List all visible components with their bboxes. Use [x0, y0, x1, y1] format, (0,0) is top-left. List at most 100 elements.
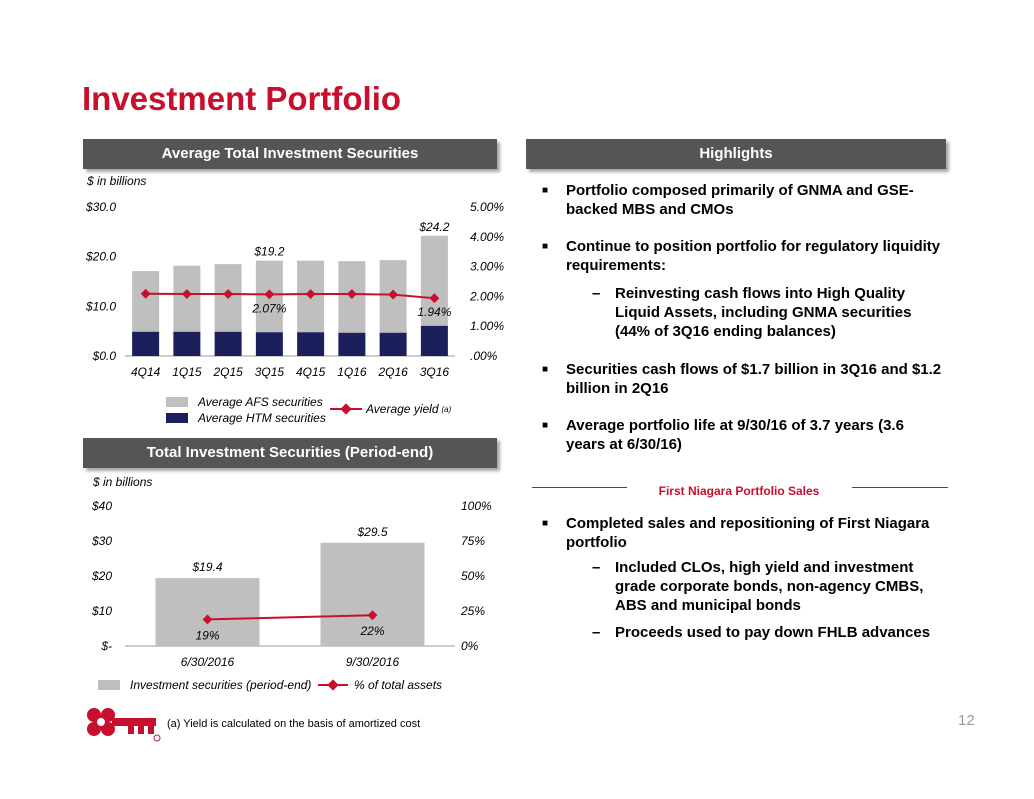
y2-tick-label: 2.00%	[469, 289, 504, 303]
bar-period-end	[155, 578, 260, 646]
bar-htm	[338, 332, 366, 356]
x-tick-label: 9/30/2016	[346, 655, 400, 669]
highlight-bullet-4: ■ Average portfolio life at 9/30/16 of 3…	[542, 417, 904, 453]
legend-yield-note: (a)	[441, 404, 452, 414]
chart2-header: Total Investment Securities (Period-end)	[83, 438, 497, 468]
x-tick-label: 4Q15	[296, 365, 326, 379]
bullet-square-icon: ■	[542, 518, 549, 529]
bar-htm	[132, 331, 160, 356]
average-investment-securities-chart: $0.0 $10.0 $20.0 $30.0 .00% 1.00% 2.00% 3.00% 4.…	[85, 200, 504, 379]
first-niagara-section-header: First Niagara Portfolio Sales	[532, 484, 948, 500]
bar-data-label: $19.4	[191, 560, 222, 574]
x-tick-label: 1Q15	[172, 365, 202, 379]
y-tick-label: $20	[91, 569, 112, 583]
legend-period-end-swatch	[98, 680, 120, 690]
legend-afs: Average AFS securities	[166, 395, 323, 409]
legend-period-end: Investment securities (period-end)	[98, 678, 311, 692]
legend-period-end-label: Investment securities (period-end)	[130, 678, 312, 692]
niagara-sub-bullet-1: – Included CLOs, high yield and investme…	[592, 559, 924, 614]
x-tick-label: 3Q15	[255, 365, 285, 379]
y-tick-label: $20.0	[85, 250, 116, 264]
legend-afs-swatch	[166, 397, 188, 407]
chart2-unit-label: $ in billions	[93, 475, 153, 489]
bar-htm	[255, 332, 283, 356]
legend-pct-assets: % of total assets	[318, 678, 442, 692]
y2-tick-label: 75%	[461, 534, 485, 548]
legend-htm-swatch	[166, 413, 188, 423]
y2-tick-label: .00%	[470, 349, 498, 363]
chart1-unit-label: $ in billions	[87, 174, 147, 188]
yield-marker	[223, 289, 234, 299]
bar-total-label: $19.2	[253, 245, 284, 259]
highlight-bullet-3: ■ Securities cash flows of $1.7 billion …	[542, 361, 942, 397]
bullet-square-icon: ■	[542, 241, 549, 252]
y-tick-label: $-	[100, 639, 112, 653]
x-tick-label: 4Q14	[131, 365, 161, 379]
y-tick-label: $40	[91, 499, 112, 513]
yield-data-label: 2.07%	[251, 301, 286, 315]
bullet-square-icon: ■	[542, 364, 549, 375]
legend-afs-label: Average AFS securities	[198, 395, 323, 409]
bullet-square-icon: ■	[542, 185, 549, 196]
y2-tick-label: 25%	[460, 604, 485, 618]
bar-htm	[297, 332, 325, 356]
niagara-sub-bullet-2: – Proceeds used to pay down FHLB advance…	[592, 624, 931, 641]
bar-total-label: $24.2	[418, 220, 449, 234]
x-tick-label: 1Q16	[337, 365, 367, 379]
y2-tick-label: 1.00%	[470, 319, 504, 333]
bar-period-end	[320, 542, 425, 646]
yield-marker	[140, 288, 151, 299]
legend-yield-label: Average yield	[366, 402, 439, 416]
y-tick-label: $10	[91, 604, 112, 618]
y2-tick-label: 100%	[461, 499, 492, 513]
legend-pct-assets-label: % of total assets	[354, 678, 443, 692]
y2-tick-label: 5.00%	[470, 200, 504, 214]
legend-htm-label: Average HTM securities	[198, 411, 326, 425]
yield-data-label: 1.94%	[417, 305, 451, 319]
highlight-sub-bullet-1: – Reinvesting cash flows into High Quali…	[592, 285, 912, 340]
divider-left	[532, 487, 627, 488]
pct-assets-data-label: 19%	[195, 628, 219, 642]
y2-tick-label: 4.00%	[470, 230, 504, 244]
y2-tick-label: 3.00%	[470, 260, 504, 274]
x-tick-label: 2Q15	[212, 365, 243, 379]
bar-afs	[132, 271, 160, 332]
dash-icon: –	[592, 559, 601, 576]
pct-assets-line	[207, 614, 373, 621]
highlights-header: Highlights	[526, 139, 946, 169]
dash-icon: –	[592, 624, 601, 641]
legend-yield: Average yield (a)	[330, 402, 451, 416]
pct-assets-data-label: 22%	[359, 624, 384, 638]
x-tick-label: 3Q16	[420, 365, 450, 379]
legend-pct-assets-marker	[318, 679, 348, 691]
bar-htm	[173, 331, 201, 356]
y-tick-label: $10.0	[85, 299, 116, 313]
highlight-bullet-1: ■ Portfolio composed primarily of GNMA a…	[542, 182, 914, 218]
bar-htm	[420, 325, 448, 356]
key-logo	[87, 708, 161, 742]
bar-htm	[379, 332, 407, 356]
y-tick-label: $30	[91, 534, 112, 548]
yield-line	[145, 292, 435, 300]
page-title: Investment Portfolio	[82, 80, 402, 117]
divider-right	[852, 487, 948, 488]
page-number: 12	[958, 712, 975, 729]
y-tick-label: $30.0	[85, 200, 116, 214]
period-end-investment-securities-chart: $- $10 $20 $30 $40 0% 25% 50% 75% 100% 6/30/2016 $1…	[91, 499, 492, 669]
legend-yield-marker	[330, 403, 362, 415]
y-tick-label: $0.0	[92, 349, 117, 363]
bullet-square-icon: ■	[542, 420, 549, 431]
highlight-bullet-2: ■ Continue to position portfolio for reg…	[542, 238, 941, 274]
bar-htm	[214, 331, 242, 356]
x-tick-label: 2Q16	[377, 365, 408, 379]
footnote: (a) Yield is calculated on the basis of …	[167, 718, 421, 730]
yield-marker	[181, 289, 192, 299]
bar-data-label: $29.5	[356, 525, 387, 539]
y2-tick-label: 50%	[461, 569, 485, 583]
yield-marker	[429, 293, 440, 304]
y2-tick-label: 0%	[461, 639, 479, 653]
first-niagara-section-title: First Niagara Portfolio Sales	[658, 484, 820, 498]
niagara-bullet-1: ■ Completed sales and repositioning of F…	[542, 515, 930, 551]
chart1-header: Average Total Investment Securities	[83, 139, 497, 169]
legend-htm: Average HTM securities	[166, 411, 326, 425]
